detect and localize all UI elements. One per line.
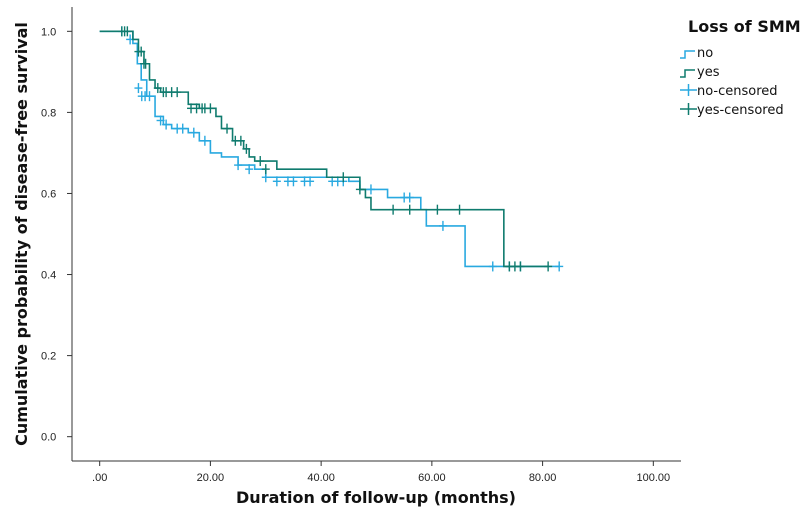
x-axis-title: Duration of follow-up (months) [236,488,516,507]
x-tick-label: .00 [92,472,107,484]
series-line-yes [99,30,549,268]
y-tick-label: 0.0 [41,432,56,444]
legend-item-yes-censored: yes-censored [680,103,784,118]
survival-curves [99,26,564,272]
series-line-no [99,30,560,268]
plot-area: .00 20.00 40.00 60.00 80.00 100.00 0.00.20.40… [41,7,681,484]
y-tick-label: 0.6 [41,188,56,200]
x-tick-label: 40.00 [307,472,335,484]
legend-label-no: no [697,46,713,61]
legend-label-yes-censored: yes-censored [697,103,784,118]
y-tick-label: 0.2 [41,351,56,363]
x-tick-label: 80.00 [529,472,557,484]
legend-title: Loss of SMM [688,17,801,36]
x-tick-label: 100.00 [636,472,670,484]
x-tick-label: 20.00 [197,472,225,484]
y-axis-title: Cumulative probability of disease-free s… [12,22,31,446]
legend-item-no: no [680,46,713,61]
series-no [99,26,564,272]
y-tick-label: 0.8 [41,107,56,119]
legend-item-yes: yes [680,65,720,80]
legend-swatch-yes [680,69,695,78]
legend: Loss of SMM no yes no-censored yes-censo… [680,17,801,118]
legend-swatch-no [680,50,695,59]
legend-label-yes: yes [697,65,720,80]
series-yes [99,26,553,272]
x-axis-ticks: .00 20.00 40.00 60.00 80.00 100.00 [92,461,670,484]
legend-label-no-censored: no-censored [697,84,778,99]
y-tick-label: 0.4 [41,270,56,282]
y-tick-label: 1.0 [41,26,56,38]
y-axis-ticks: 0.0 0.2 0.4 0.6 0.8 1.0 [41,26,72,444]
legend-item-no-censored: no-censored [680,84,778,99]
x-tick-label: 60.00 [418,472,446,484]
